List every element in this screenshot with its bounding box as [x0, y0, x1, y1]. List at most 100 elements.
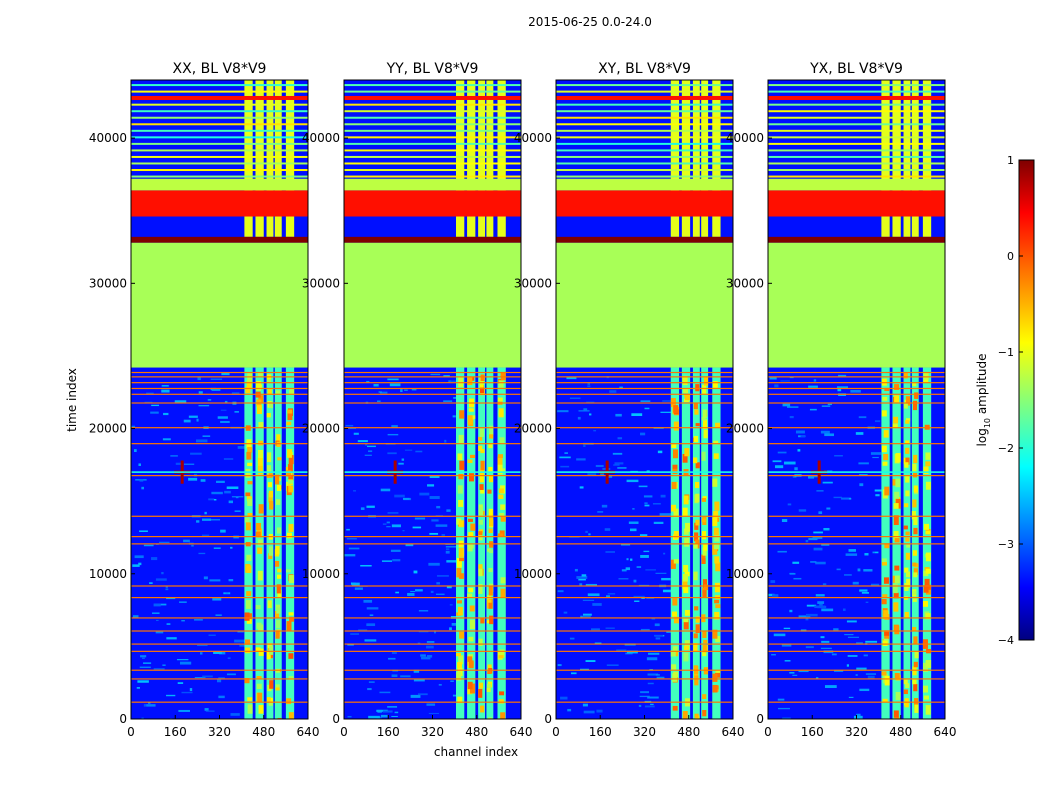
rfi-cell	[480, 617, 485, 624]
panel-title: XY, BL V8*V9	[598, 61, 691, 77]
rfi-cell	[457, 606, 463, 616]
rfi-cell	[478, 507, 484, 518]
rfi-cell	[469, 621, 475, 629]
noise-cell	[435, 593, 445, 595]
rfi-cell	[683, 584, 689, 590]
rfi-cell	[925, 461, 931, 467]
rfi-cell	[469, 605, 475, 612]
panel-title: YX, BL V8*V9	[809, 61, 903, 77]
rfi-cell	[488, 598, 493, 609]
rfi-cell	[244, 612, 250, 621]
rfi-cell	[257, 570, 263, 581]
noise-cell	[643, 550, 650, 553]
rfi-cell	[267, 482, 273, 488]
noise-cell	[805, 646, 814, 649]
flag-line	[556, 650, 733, 652]
flag-line	[131, 597, 308, 599]
rfi-cell	[905, 537, 910, 542]
noise-cell	[823, 527, 830, 531]
rfi-cell	[925, 452, 931, 460]
noise-cell	[855, 674, 858, 676]
rfi-cell	[286, 421, 292, 426]
upper-stripe	[556, 175, 733, 178]
y-tick-label: 40000	[302, 131, 340, 145]
flag-line	[344, 543, 521, 545]
rfi-cell	[459, 410, 465, 419]
noise-cell	[225, 592, 229, 594]
noise-cell	[450, 380, 460, 382]
noise-cell	[859, 483, 864, 487]
y-tick-label: 10000	[89, 567, 127, 581]
noise-cell	[817, 601, 825, 604]
noise-cell	[663, 552, 666, 555]
rfi-cell	[467, 593, 473, 598]
rfi-cell	[914, 392, 919, 399]
noise-cell	[789, 415, 794, 419]
rfi-cell	[468, 408, 474, 412]
rfi-cell	[244, 517, 250, 523]
rfi-cell	[479, 427, 484, 438]
noise-cell	[827, 403, 832, 406]
noise-cell	[368, 715, 380, 719]
x-tick-label: 480	[465, 725, 488, 739]
rfi-cell	[247, 498, 253, 507]
noise-cell	[402, 530, 405, 532]
noise-cell	[426, 645, 434, 649]
noise-cell	[426, 655, 433, 658]
rfi-cell	[268, 401, 273, 409]
noise-cell	[366, 505, 375, 508]
noise-cell	[831, 653, 837, 656]
panel-heatmap	[556, 80, 733, 719]
flag-line	[556, 597, 733, 599]
rfi-cell	[882, 640, 888, 646]
rfi-cell	[257, 449, 263, 458]
noise-cell	[856, 642, 863, 645]
noise-cell	[379, 691, 391, 694]
noise-cell	[380, 391, 388, 394]
rfi-cell	[470, 415, 476, 419]
x-tick-label: 640	[722, 725, 745, 739]
noise-cell	[378, 391, 382, 393]
colorbar-tick-label: 1	[1007, 154, 1014, 167]
rfi-cell	[894, 672, 900, 679]
rfi-cell	[913, 636, 918, 644]
noise-cell	[227, 657, 231, 659]
rfi-cell	[702, 710, 707, 717]
noise-cell	[230, 546, 233, 549]
rfi-cell	[684, 522, 690, 532]
rfi-cell	[883, 577, 889, 584]
rfi-cell	[458, 520, 464, 528]
noise-cell	[216, 480, 225, 483]
noise-cell	[797, 449, 801, 452]
noise-cell	[363, 599, 373, 603]
upper-stripe	[556, 142, 733, 145]
rfi-cell	[287, 480, 293, 484]
upper-stripe	[768, 110, 945, 113]
rfi-cell	[247, 697, 253, 701]
noise-cell	[184, 463, 195, 465]
flag-line	[131, 515, 308, 517]
rfi-cell	[275, 545, 280, 555]
rfi-cell	[884, 631, 890, 636]
noise-cell	[838, 374, 847, 377]
region-band-green-upper	[344, 178, 521, 191]
rfi-cell	[693, 402, 698, 410]
flag-line	[344, 597, 521, 599]
rfi-cell	[911, 511, 916, 520]
rfi-column-upper	[478, 80, 486, 237]
flag-line	[556, 536, 733, 538]
rfi-cell	[894, 384, 900, 390]
rfi-cell	[274, 611, 280, 619]
upper-stripe	[556, 84, 733, 87]
rfi-cell	[914, 650, 919, 659]
noise-cell	[156, 619, 159, 622]
rfi-cell	[894, 565, 900, 571]
x-tick-label: 160	[801, 725, 824, 739]
region-flagged-mid	[768, 242, 945, 368]
noise-cell	[377, 400, 381, 402]
rfi-cell	[702, 547, 707, 556]
noise-cell	[387, 378, 399, 381]
rfi-cell	[712, 673, 718, 682]
noise-cell	[662, 400, 673, 402]
rfi-cell	[257, 384, 263, 388]
